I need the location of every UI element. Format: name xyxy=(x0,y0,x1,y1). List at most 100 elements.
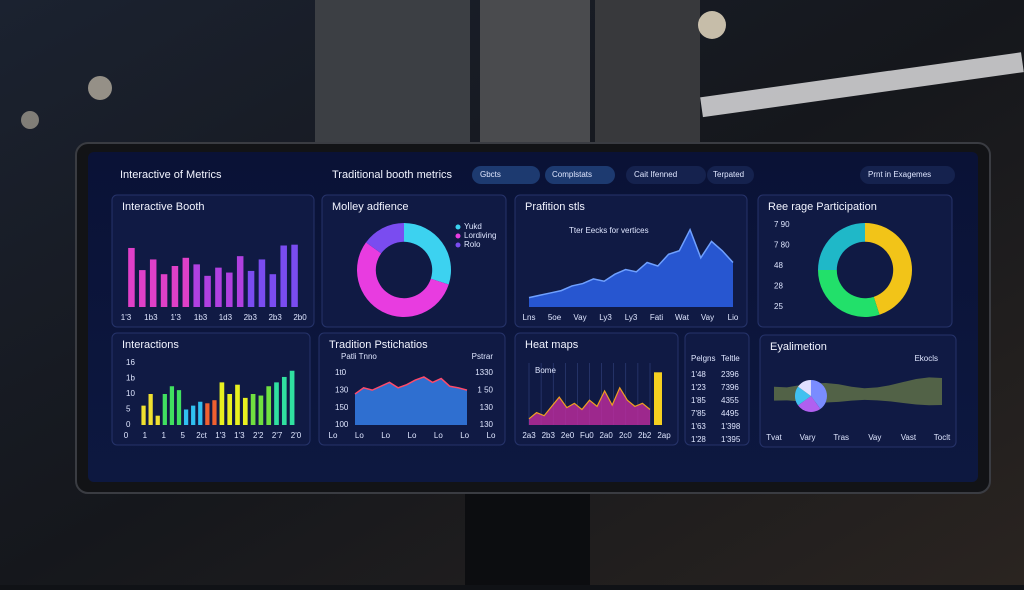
ceiling-light xyxy=(700,52,1024,118)
bar xyxy=(269,274,277,307)
bar xyxy=(148,394,153,425)
panel-title: Tradition Pstichatios xyxy=(329,339,428,351)
x-tick-label: Ly3 xyxy=(599,313,612,322)
bar xyxy=(289,370,295,425)
bar xyxy=(227,394,233,425)
axis-label: 16 xyxy=(126,358,135,367)
x-tick-label: 1 xyxy=(143,431,148,440)
x-tick-label: 2ap xyxy=(657,431,671,440)
legend-dot xyxy=(455,233,461,239)
table-cell: 1'63 xyxy=(691,422,706,431)
bar xyxy=(204,275,211,307)
slice xyxy=(865,223,912,315)
table-header: Teltle xyxy=(721,354,740,363)
axis-label: 28 xyxy=(774,282,783,291)
x-tick-label: 2'0 xyxy=(291,431,302,440)
bar xyxy=(250,394,256,425)
bar xyxy=(141,405,146,425)
pillar xyxy=(315,0,470,150)
legend-label: Ekocls xyxy=(914,354,938,363)
tab[interactable] xyxy=(472,166,540,184)
x-tick-label: 1b3 xyxy=(194,313,208,322)
x-tick-label: 1'3 xyxy=(234,431,245,440)
axis-label: 130 xyxy=(335,385,349,394)
x-tick-label: Tvat xyxy=(766,433,782,442)
axis-label: 25 xyxy=(774,302,783,311)
x-tick-label: Fati xyxy=(650,313,664,322)
slice xyxy=(365,223,404,254)
line xyxy=(528,227,734,299)
bar xyxy=(280,245,287,307)
annotation: Tter Eecks for vertices xyxy=(569,226,649,235)
table-cell: 1'85 xyxy=(691,396,706,405)
axis-label: 10 xyxy=(126,389,135,398)
x-tick-label: Vay xyxy=(573,313,586,322)
x-tick-label: 2'2 xyxy=(253,431,264,440)
line xyxy=(354,376,468,395)
axis-label: 1t0 xyxy=(335,368,347,377)
table-cell: 7396 xyxy=(721,383,739,392)
bar xyxy=(139,270,146,307)
x-tick-label: 2b3 xyxy=(542,431,556,440)
bar xyxy=(215,267,222,307)
axis-label: 1 50 xyxy=(477,385,493,394)
x-tick-label: Tras xyxy=(833,433,849,442)
button[interactable] xyxy=(707,166,754,184)
axis-label: 0 xyxy=(126,420,131,429)
x-tick-label: 2ct xyxy=(196,431,207,440)
panel xyxy=(684,332,750,446)
x-tick-label: 1'3 xyxy=(215,431,226,440)
panel-title: Molley adfience xyxy=(332,201,408,213)
slice xyxy=(798,396,821,412)
axis-label: 130 xyxy=(480,403,494,412)
tab-label: Complstats xyxy=(552,170,592,179)
slice xyxy=(794,386,811,406)
line xyxy=(528,386,651,420)
bar xyxy=(160,274,168,307)
legend-label: Pstrar xyxy=(472,352,494,361)
tab-label: Gbcts xyxy=(480,170,501,179)
axis-label: 1330 xyxy=(475,368,493,377)
button[interactable] xyxy=(626,166,706,184)
panel-title: Heat maps xyxy=(525,339,579,351)
bar xyxy=(183,409,189,425)
bar xyxy=(291,244,298,307)
x-tick-label: 1d3 xyxy=(219,313,233,322)
x-tick-label: 1'3 xyxy=(170,313,181,322)
bar xyxy=(219,382,225,425)
axis-label: 1b xyxy=(126,374,135,383)
axis-label: 7 80 xyxy=(774,241,790,250)
bar xyxy=(169,386,175,425)
x-tick-label: Lo xyxy=(329,431,338,440)
table-cell: 4495 xyxy=(721,409,739,418)
bar xyxy=(155,415,160,425)
axis-label: 48 xyxy=(774,261,783,270)
x-tick-label: Vay xyxy=(701,313,714,322)
bar xyxy=(191,405,196,425)
bar xyxy=(242,397,248,425)
bar xyxy=(149,259,157,307)
button[interactable] xyxy=(860,166,955,184)
x-tick-label: Lo xyxy=(487,431,496,440)
x-tick-label: Lo xyxy=(460,431,469,440)
x-tick-label: 2b0 xyxy=(293,313,307,322)
x-tick-label: Lo xyxy=(408,431,417,440)
panel-title: Ree rage Participation xyxy=(768,201,877,213)
bar xyxy=(205,403,210,425)
table-cell: 1'48 xyxy=(691,370,706,379)
bar xyxy=(247,270,255,307)
bar xyxy=(235,384,240,425)
slice xyxy=(798,380,811,396)
highlight-bar xyxy=(654,372,662,425)
x-tick-label: 1 xyxy=(162,431,167,440)
x-tick-label: Vast xyxy=(901,433,917,442)
pillar xyxy=(595,0,700,150)
tab[interactable] xyxy=(545,166,615,184)
x-tick-label: Toclt xyxy=(934,433,951,442)
axis-label: 100 xyxy=(335,420,349,429)
table-header: Pelgns xyxy=(691,354,715,363)
bar xyxy=(266,386,272,425)
panel-title: Prafition stls xyxy=(525,201,585,213)
x-tick-label: 2a3 xyxy=(522,431,536,440)
